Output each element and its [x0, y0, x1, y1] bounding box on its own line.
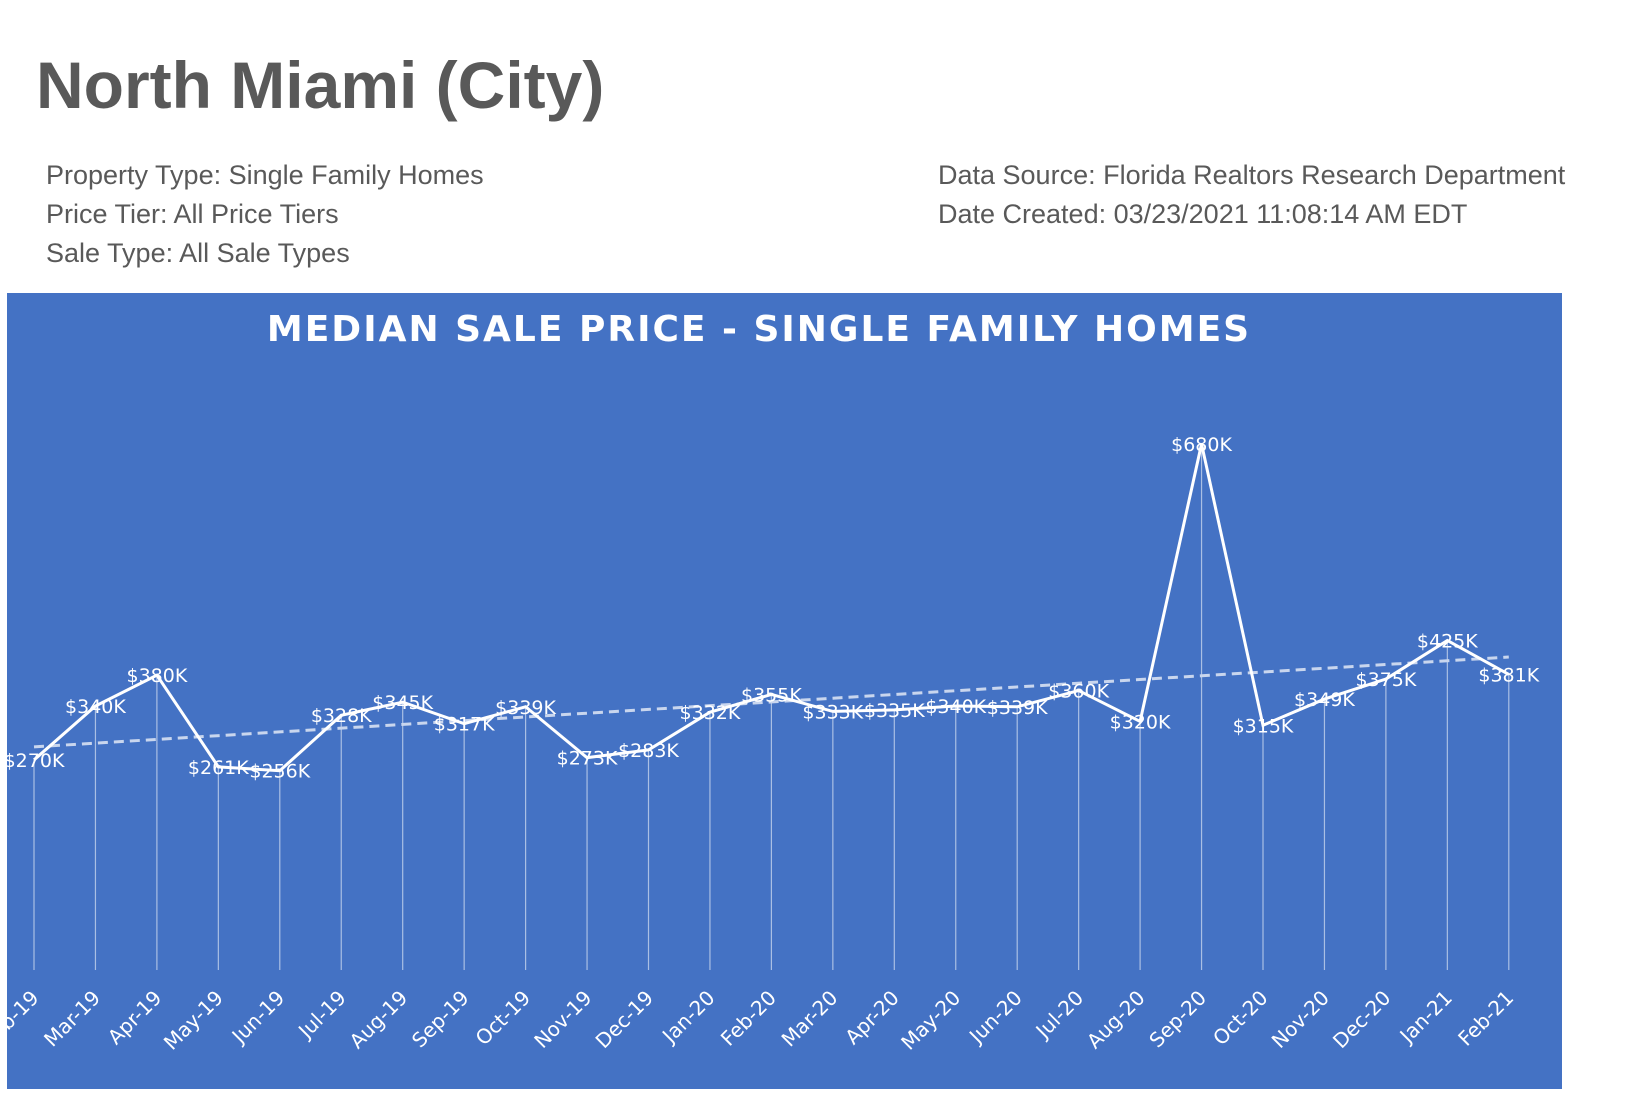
data-label: $339K — [495, 697, 556, 719]
data-label: $381K — [1478, 664, 1539, 686]
data-label: $320K — [1110, 711, 1171, 733]
x-tick-label: Apr-20 — [840, 986, 904, 1050]
x-tick-label: Jun-20 — [963, 986, 1027, 1050]
x-tick-label: Jul-19 — [292, 986, 351, 1045]
data-label: $380K — [126, 665, 187, 687]
drop-lines — [33, 443, 1510, 970]
data-label: $328K — [311, 705, 372, 727]
x-tick-label: May-20 — [896, 986, 965, 1055]
data-label: $349K — [1294, 689, 1355, 711]
series-line — [33, 443, 1510, 773]
sale-type-text: Sale Type: All Sale Types — [46, 238, 350, 268]
trendline — [33, 655, 1509, 749]
data-label: $425K — [1417, 630, 1478, 652]
data-label: $345K — [372, 692, 433, 714]
data-label: $273K — [557, 748, 618, 770]
x-tick-label: Jan-20 — [656, 986, 719, 1049]
x-tick-label: Nov-19 — [529, 986, 596, 1053]
x-tick-label: Sep-20 — [1144, 986, 1211, 1053]
data-label: $315K — [1233, 715, 1294, 737]
data-label: $360K — [1048, 681, 1109, 703]
data-label: $261K — [188, 757, 249, 779]
x-tick-label: Feb-20 — [716, 986, 781, 1051]
report-filters: Property Type: Single Family Homes Price… — [46, 156, 484, 273]
data-labels: $270K$340K$380K$261K $256K$328K$345K$317K… — [7, 434, 1540, 783]
x-tick-label: Jun-19 — [226, 986, 290, 1050]
x-tick-label: Dec-20 — [1328, 986, 1395, 1053]
data-label: $355K — [741, 684, 802, 706]
data-label: $333K — [802, 701, 863, 723]
x-tick-label: Aug-19 — [345, 986, 413, 1054]
x-tick-label: Sep-19 — [407, 986, 474, 1053]
date-created-text: Date Created: 03/23/2021 11:08:14 AM EDT — [938, 199, 1468, 229]
x-tick-label: Nov-20 — [1267, 986, 1334, 1053]
median-price-chart: MEDIAN SALE PRICE - SINGLE FAMILY HOMES … — [7, 293, 1562, 1089]
data-label: $340K — [65, 696, 126, 718]
property-type-text: Property Type: Single Family Homes — [46, 160, 484, 190]
data-source-text: Data Source: Florida Realtors Research D… — [938, 160, 1566, 190]
x-tick-label: Oct-19 — [471, 986, 536, 1051]
data-label: $317K — [434, 714, 495, 736]
x-tick-label: May-19 — [159, 986, 228, 1055]
x-tick-label: Feb-19 — [7, 986, 44, 1051]
chart-title: MEDIAN SALE PRICE - SINGLE FAMILY HOMES — [267, 309, 1251, 350]
data-label: $256K — [249, 761, 310, 783]
page-title: North Miami (City) — [36, 48, 605, 122]
x-tick-label: Mar-20 — [777, 986, 843, 1052]
data-label: $339K — [987, 697, 1048, 719]
x-tick-label: Oct-20 — [1208, 986, 1273, 1051]
data-label: $335K — [864, 700, 925, 722]
x-tick-label: Apr-19 — [103, 986, 167, 1050]
data-label: $270K — [7, 750, 65, 772]
x-tick-label: Dec-19 — [591, 986, 658, 1053]
price-tier-text: Price Tier: All Price Tiers — [46, 199, 339, 229]
data-label: $340K — [925, 696, 986, 718]
x-tick-label: Jul-20 — [1030, 986, 1089, 1045]
data-label: $332K — [680, 702, 741, 724]
x-tick-label: Jan-21 — [1394, 986, 1457, 1049]
data-label: $283K — [618, 740, 679, 762]
x-tick-label: Feb-21 — [1453, 986, 1518, 1051]
report-source-info: Data Source: Florida Realtors Research D… — [938, 156, 1565, 234]
x-tick-label: Mar-19 — [39, 986, 105, 1052]
data-label: $680K — [1171, 434, 1232, 456]
x-tick-label: Aug-20 — [1082, 986, 1150, 1054]
chart-canvas: MEDIAN SALE PRICE - SINGLE FAMILY HOMES … — [7, 309, 1540, 1055]
data-label: $375K — [1355, 669, 1416, 691]
